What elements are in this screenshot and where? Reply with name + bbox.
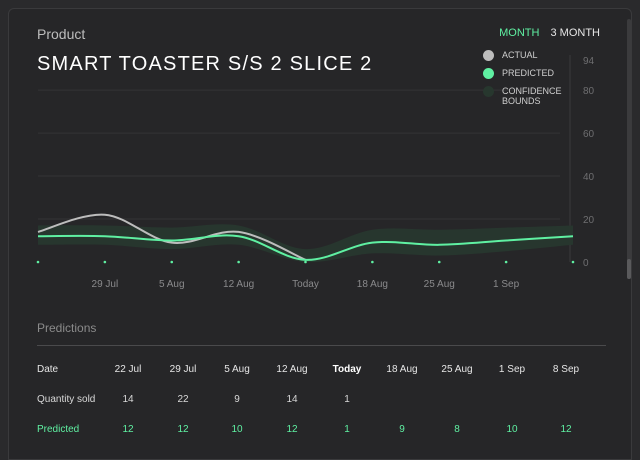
x-tick-label: 29 Jul (92, 279, 119, 290)
actual-line (37, 213, 306, 261)
date-cell: Today (332, 364, 362, 375)
date-cell: 25 Aug (441, 364, 473, 375)
quantity-cell: 1 (344, 394, 350, 405)
legend-label-actual: ACTUAL (502, 50, 538, 60)
x-tick-dot (170, 260, 174, 264)
date-cell: 18 Aug (386, 364, 418, 375)
row-label-date: Date (37, 364, 59, 375)
x-tick-dot (304, 260, 307, 264)
legend-item-predicted: PREDICTED (483, 68, 564, 86)
x-tick-label: 1 Sep (493, 279, 520, 290)
date-cell: 22 Jul (114, 364, 142, 375)
predictions-title: Predictions (37, 321, 97, 335)
tab-3-month[interactable]: 3 MONTH (550, 27, 601, 39)
predicted-cell: 12 (122, 424, 134, 435)
divider (37, 345, 606, 346)
predictions-table: Date 22 Jul 29 Jul 5 Aug 12 Aug Today 18 Aug 2… (37, 364, 617, 454)
scrollbar-track[interactable] (627, 19, 631, 279)
x-tick-label: Today (292, 279, 319, 290)
date-cell: 8 Sep (552, 364, 580, 375)
legend-label-confidence: CONFIDENCE BOUNDS (502, 86, 562, 106)
row-label-quantity: Quantity sold (37, 394, 96, 405)
date-cell: 1 Sep (498, 364, 526, 375)
quantity-cell: 22 (177, 394, 189, 405)
y-tick-label: 40 (583, 172, 595, 183)
table-row-quantity: Quantity sold 14 22 9 14 1 (37, 394, 617, 424)
legend-label-predicted: PREDICTED (502, 68, 555, 78)
row-label-predicted: Predicted (37, 424, 80, 435)
predicted-line (37, 234, 574, 261)
table-row-date: Date 22 Jul 29 Jul 5 Aug 12 Aug Today 18 Aug 2… (37, 364, 617, 394)
scrollbar-thumb[interactable] (627, 259, 631, 279)
predicted-cell: 10 (231, 424, 243, 435)
forecast-chart: 0 20 40 60 80 94 29 Jul 5 Aug 12 Aug Today 18 Aug 2… (36, 55, 595, 290)
predicted-cell: 10 (506, 424, 518, 435)
x-tick-label: 18 Aug (357, 279, 388, 290)
legend-item-confidence: CONFIDENCE BOUNDS (483, 86, 564, 106)
legend-swatch-predicted (483, 68, 494, 79)
x-tick-label: 5 Aug (159, 279, 185, 290)
chart-legend: ACTUAL PREDICTED CONFIDENCE BOUNDS (483, 50, 564, 106)
legend-item-actual: ACTUAL (483, 50, 564, 68)
predicted-cell: 8 (454, 424, 460, 435)
range-tabs: MONTH 3 MONTH (491, 27, 600, 39)
legend-swatch-confidence (483, 86, 494, 97)
x-tick-dot (36, 260, 40, 264)
y-tick-label: 0 (583, 258, 589, 269)
y-tick-label: 60 (583, 129, 595, 140)
y-tick-label: 20 (583, 215, 595, 226)
legend-swatch-actual (483, 50, 494, 61)
x-tick-dot (504, 260, 508, 264)
y-tick-label: 80 (583, 86, 595, 97)
predicted-cell: 9 (399, 424, 405, 435)
quantity-cell: 14 (286, 394, 298, 405)
product-name: SMART TOASTER S/S 2 SLICE 2 (37, 53, 373, 75)
x-tick-label: 25 Aug (424, 279, 455, 290)
predicted-cell: 12 (560, 424, 572, 435)
quantity-cell: 9 (234, 394, 240, 405)
x-tick-label: 12 Aug (223, 279, 254, 290)
table-row-predicted: Predicted 12 12 10 12 1 9 8 10 12 (37, 424, 617, 454)
confidence-band (38, 224, 573, 263)
x-tick-dot (437, 260, 441, 264)
card-title: Product (37, 26, 86, 42)
date-cell: 29 Jul (169, 364, 197, 375)
date-cell: 5 Aug (224, 364, 250, 375)
tab-month[interactable]: MONTH (499, 27, 540, 39)
quantity-cell: 14 (122, 394, 134, 405)
x-tick-dot (571, 260, 575, 264)
x-tick-dot (103, 260, 107, 264)
predicted-cell: 1 (344, 424, 350, 435)
predicted-cell: 12 (177, 424, 189, 435)
x-tick-dot (371, 260, 374, 264)
date-cell: 12 Aug (276, 364, 308, 375)
x-tick-dot (237, 260, 240, 264)
predicted-cell: 12 (286, 424, 298, 435)
y-tick-label: 94 (583, 56, 595, 67)
